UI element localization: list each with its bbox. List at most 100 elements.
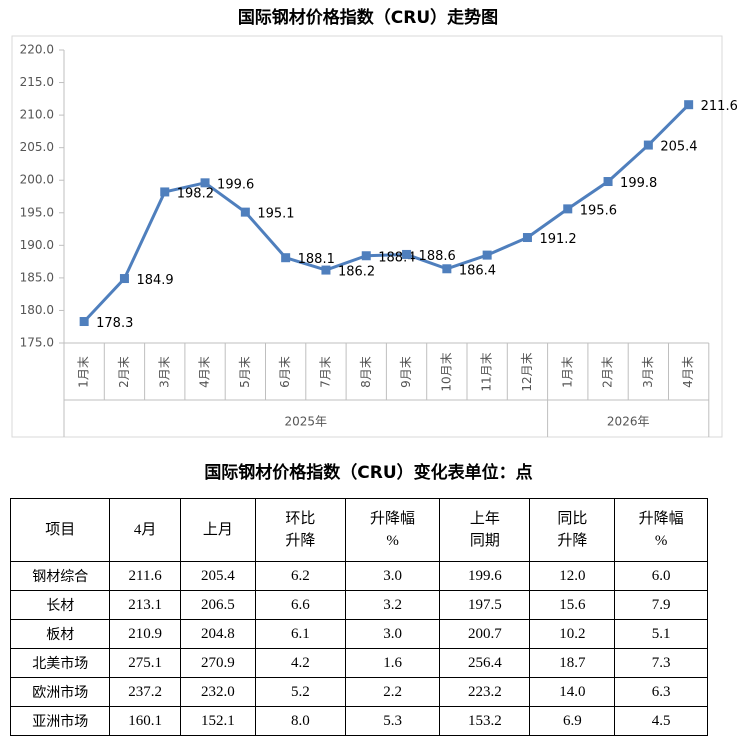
table-cell: 6.6 xyxy=(255,590,346,620)
table-row: 钢材综合 211.6 205.4 6.2 3.0 199.6 12.0 6.0 xyxy=(9,561,708,591)
value-label: 195.1 xyxy=(257,207,294,222)
marker xyxy=(603,177,613,187)
table-cell: 6.9 xyxy=(529,706,616,736)
table-cell: 1.6 xyxy=(344,648,441,678)
x-tick-label: 10月末 xyxy=(439,352,453,391)
table-row: 板材 210.9 204.8 6.1 3.0 200.7 10.2 5.1 xyxy=(9,619,708,649)
table-cell: 6.2 xyxy=(255,561,346,591)
y-tick-label: 220.0 xyxy=(20,43,54,57)
y-tick-label: 205.0 xyxy=(20,140,54,154)
header-text: 4月 xyxy=(133,522,157,538)
table-cell: 275.1 xyxy=(109,648,181,678)
header-row: 项目 4月 上月 环比 升降 升降幅% 上年 同期 同比 升降 升降幅% xyxy=(9,498,708,562)
table-cell: 3.0 xyxy=(344,619,441,649)
x-tick-label: 7月末 xyxy=(318,356,332,388)
y-tick-label: 200.0 xyxy=(20,173,54,187)
header-text: % xyxy=(654,533,668,549)
y-tick-label: 210.0 xyxy=(20,108,54,122)
header-text: 升降 xyxy=(557,533,588,549)
table-cell: 10.2 xyxy=(529,619,616,649)
table-cell: 237.2 xyxy=(109,677,181,707)
value-label: 184.9 xyxy=(136,273,173,288)
table-cell: 205.4 xyxy=(179,561,257,591)
x-tick-label: 4月末 xyxy=(198,356,212,388)
value-label: 188.6 xyxy=(419,249,456,264)
table-cell: 152.1 xyxy=(179,706,257,736)
marker xyxy=(402,249,412,259)
table-cell: 197.5 xyxy=(439,590,531,620)
table-cell: 5.2 xyxy=(255,677,346,707)
chart-title: 国际钢材价格指数（CRU）走势图 xyxy=(238,7,498,28)
marker xyxy=(563,204,573,214)
x-tick-label: 12月末 xyxy=(520,352,534,391)
table-cell: 3.0 xyxy=(344,561,441,591)
table-cell: 5.3 xyxy=(344,706,441,736)
group-label: 2026年 xyxy=(607,415,650,429)
value-label: 178.3 xyxy=(96,316,133,331)
header-text: 升降幅 xyxy=(370,511,416,527)
table-title: 国际钢材价格指数（CRU）变化表单位：点 xyxy=(204,463,533,483)
header-text: 同比 xyxy=(557,511,588,527)
table-cell: 欧洲市场 xyxy=(9,677,111,707)
marker xyxy=(482,250,492,260)
table-row: 欧洲市场 237.2 232.0 5.2 2.2 223.2 14.0 6.3 xyxy=(9,677,708,707)
table-cell: 153.2 xyxy=(439,706,531,736)
table-cell: 亚洲市场 xyxy=(9,706,111,736)
table-cell: 3.2 xyxy=(344,590,441,620)
value-label: 199.8 xyxy=(620,176,657,191)
table-cell: 7.3 xyxy=(614,648,708,678)
table-cell: 206.5 xyxy=(179,590,257,620)
chart: 国际钢材价格指数（CRU）走势图 175.0 180.0 185.0 190.0 195… xyxy=(11,7,737,438)
table-cell: 15.6 xyxy=(529,590,616,620)
header-text: 上年 xyxy=(469,511,500,527)
header-text: % xyxy=(386,533,399,549)
header-cell: 4月 xyxy=(109,498,181,562)
marker xyxy=(321,265,331,275)
header-cell: 环比 升降 xyxy=(255,498,346,562)
table-row: 长材 213.1 206.5 6.6 3.2 197.5 15.6 7.9 xyxy=(9,590,708,620)
table-cell: 8.0 xyxy=(255,706,346,736)
table-cell: 213.1 xyxy=(109,590,181,620)
y-tick-label: 195.0 xyxy=(20,205,54,219)
header-text: 环比 xyxy=(285,511,316,527)
table-cell: 200.7 xyxy=(439,619,531,649)
header-cell: 升降幅% xyxy=(344,498,441,562)
header-text: 上月 xyxy=(202,522,233,538)
marker xyxy=(522,233,532,243)
group-label: 2025年 xyxy=(285,415,328,429)
y-tick-label: 180.0 xyxy=(20,303,54,317)
table-row: 北美市场 275.1 270.9 4.2 1.6 256.4 18.7 7.3 xyxy=(9,648,708,678)
header-text: 升降 xyxy=(285,533,316,549)
y-tick-label: 185.0 xyxy=(20,270,54,284)
x-tick-label: 2月末 xyxy=(601,356,615,388)
table-cell: 4.2 xyxy=(255,648,346,678)
table-cell: 160.1 xyxy=(109,706,181,736)
value-label: 211.6 xyxy=(701,99,737,114)
table-cell: 钢材综合 xyxy=(9,561,111,591)
header-cell: 项目 xyxy=(9,498,111,562)
value-label: 205.4 xyxy=(660,140,697,155)
table-cell: 长材 xyxy=(9,590,111,620)
header-cell: 上月 xyxy=(179,498,257,562)
value-label: 186.2 xyxy=(338,265,375,280)
table-cell: 232.0 xyxy=(179,677,257,707)
marker xyxy=(200,178,210,188)
marker xyxy=(160,187,170,197)
x-tick-label: 9月末 xyxy=(399,356,413,388)
x-tick-label: 5月末 xyxy=(238,356,252,388)
table-cell: 6.1 xyxy=(255,619,346,649)
table-cell: 12.0 xyxy=(529,561,616,591)
header-text: 项目 xyxy=(45,522,76,538)
value-label: 195.6 xyxy=(580,203,617,218)
header-text: 同期 xyxy=(469,533,500,549)
y-tick-label: 215.0 xyxy=(20,75,54,89)
header-cell: 升降幅% xyxy=(614,498,708,562)
value-label: 186.4 xyxy=(459,263,496,278)
x-tick-label: 6月末 xyxy=(278,356,292,388)
table-cell: 6.0 xyxy=(614,561,708,591)
x-tick-label: 1月末 xyxy=(560,356,574,388)
marker xyxy=(281,253,291,263)
table-cell: 270.9 xyxy=(179,648,257,678)
x-tick-label: 2月末 xyxy=(117,356,131,388)
